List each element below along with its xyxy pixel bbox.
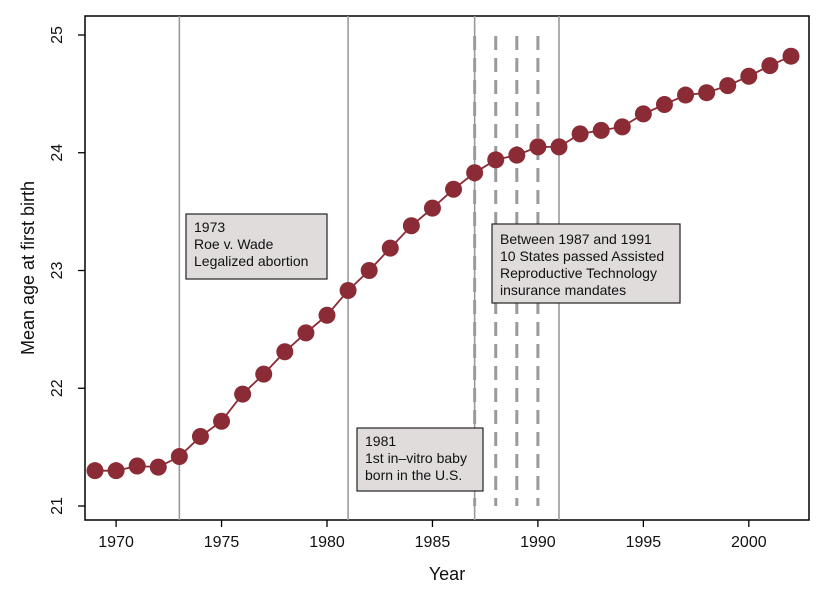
art-mandates-note-line-4: insurance mandates	[500, 282, 626, 298]
data-point-2002	[782, 47, 800, 65]
data-point-1996	[655, 95, 673, 113]
data-point-1979	[297, 324, 315, 342]
data-point-1980	[318, 306, 336, 324]
art-mandates-note-line-3: Reproductive Technology	[500, 265, 657, 281]
data-point-1984	[402, 217, 420, 235]
roe-v-wade-note-line-1: 1973	[194, 219, 225, 235]
data-point-1986	[445, 180, 463, 198]
art-mandates-note-box	[491, 223, 681, 304]
in-vitro-note-line-1: 1981	[365, 433, 396, 449]
y-tick-label-24: 24	[49, 144, 66, 162]
x-tick-label-1980: 1980	[309, 534, 345, 551]
data-point-1978	[276, 343, 294, 361]
roe-v-wade-note-line-2: Roe v. Wade	[194, 236, 274, 252]
data-point-1989	[508, 146, 526, 164]
data-point-1995	[634, 105, 652, 123]
data-point-1981	[339, 282, 357, 300]
data-point-1972	[149, 458, 167, 476]
x-tick-label-1985: 1985	[415, 534, 451, 551]
data-point-1993	[592, 121, 610, 139]
x-tick-label-2000: 2000	[731, 534, 767, 551]
in-vitro-note-line-3: born in the U.S.	[365, 467, 462, 483]
y-axis-title: Mean age at first birth	[18, 181, 38, 355]
art-mandates-note-line-2: 10 States passed Assisted	[500, 248, 664, 264]
data-point-1970	[107, 462, 125, 480]
data-point-1999	[719, 77, 737, 95]
roe-v-wade-note-line-3: Legalized abortion	[194, 253, 308, 269]
data-point-1988	[487, 151, 505, 169]
data-point-1994	[613, 118, 631, 136]
y-tick-label-23: 23	[49, 262, 66, 280]
data-point-1985	[423, 199, 441, 217]
data-point-1991	[550, 138, 568, 156]
x-tick-label-1975: 1975	[204, 534, 240, 551]
data-point-1977	[255, 365, 273, 383]
data-point-1973	[170, 448, 188, 466]
data-point-1992	[571, 125, 589, 143]
data-point-1976	[234, 385, 252, 403]
plot-frame	[84, 15, 810, 521]
series-line	[95, 55, 792, 472]
in-vitro-note-box	[356, 427, 484, 492]
data-point-1971	[128, 457, 146, 475]
in-vitro-note-line-2: 1st in–vitro baby	[365, 450, 467, 466]
x-tick-label-1995: 1995	[626, 534, 662, 551]
y-tick-label-21: 21	[49, 497, 66, 515]
data-point-1987	[466, 164, 484, 182]
x-tick-label-1990: 1990	[520, 534, 556, 551]
y-tick-label-22: 22	[49, 379, 66, 397]
x-tick-label-1970: 1970	[98, 534, 134, 551]
data-point-1990	[529, 138, 547, 156]
data-point-2001	[761, 57, 779, 75]
data-point-1974	[191, 428, 209, 446]
data-point-1982	[360, 262, 378, 279]
data-point-1983	[381, 239, 399, 257]
data-point-1975	[213, 412, 231, 430]
x-axis-title: Year	[429, 564, 465, 584]
data-point-1969	[86, 462, 104, 480]
roe-v-wade-note-box	[185, 213, 328, 280]
data-point-1998	[698, 84, 716, 102]
y-tick-label-25: 25	[49, 26, 66, 44]
data-point-2000	[740, 67, 758, 85]
art-mandates-note-line-1: Between 1987 and 1991	[500, 231, 652, 247]
data-point-1997	[677, 86, 695, 104]
